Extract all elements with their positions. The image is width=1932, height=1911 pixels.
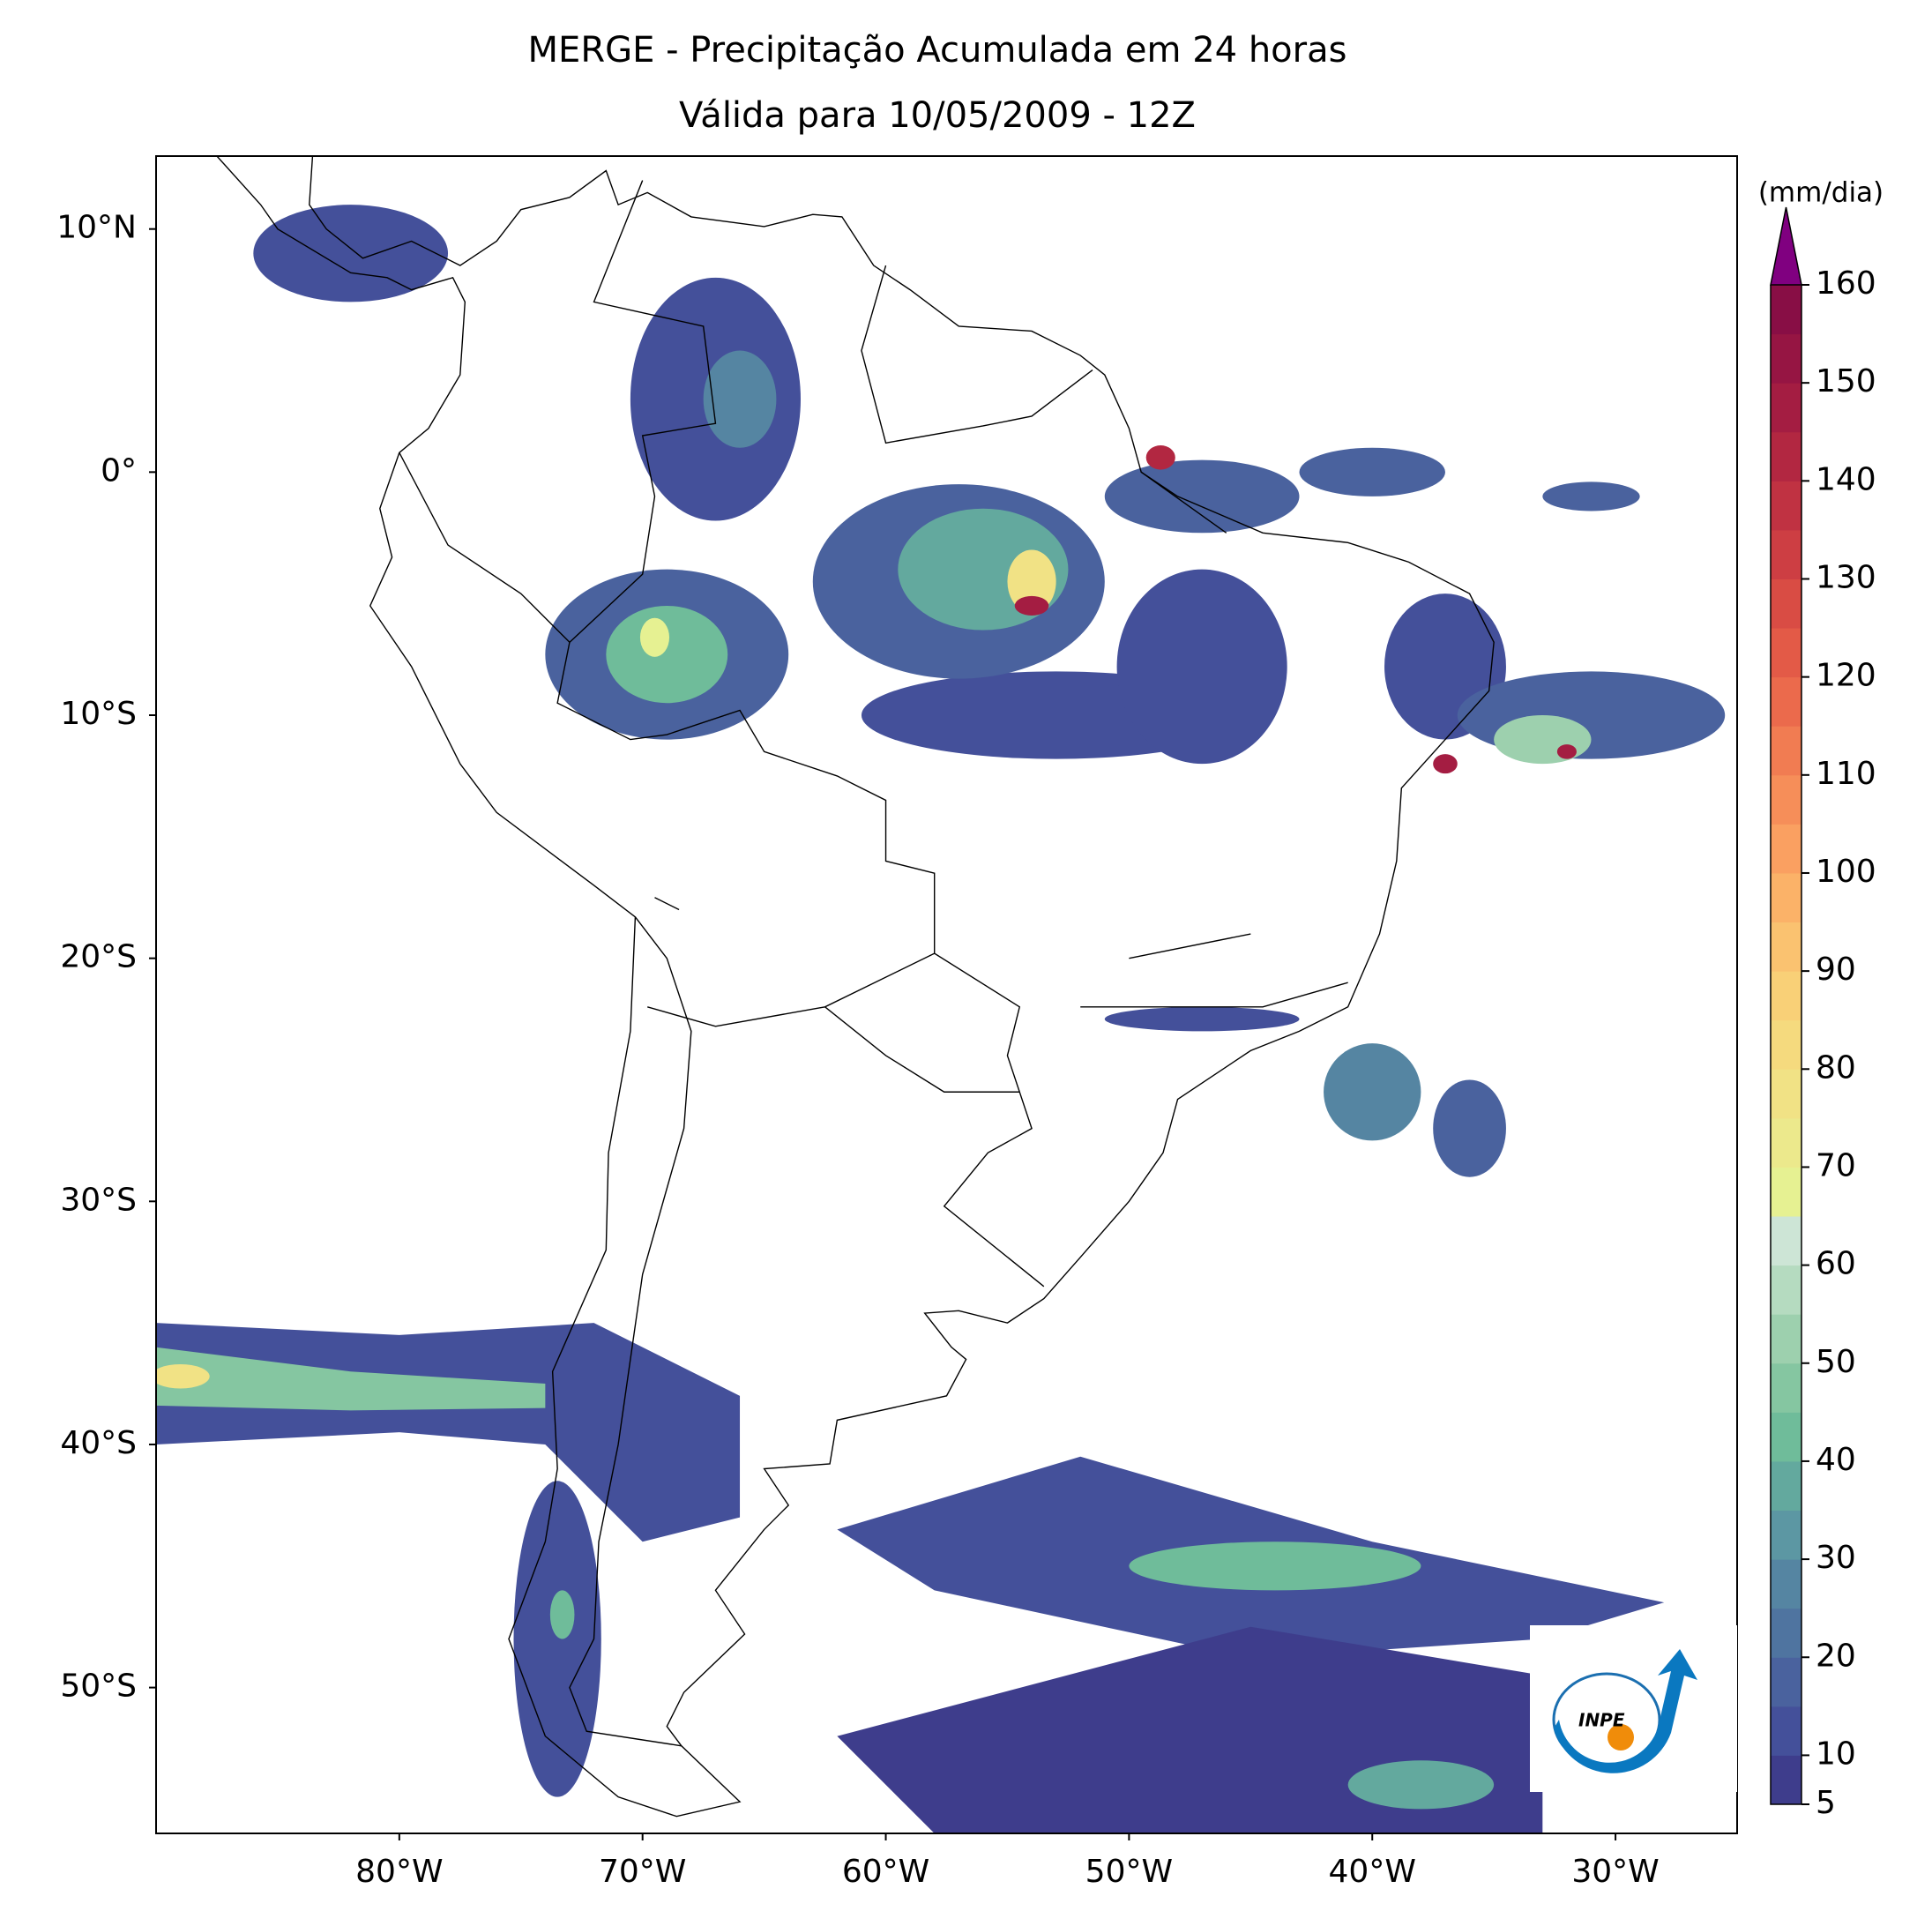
x-tick-label: 50°W bbox=[1085, 1854, 1173, 1890]
colorbar-band bbox=[1771, 1069, 1801, 1119]
x-tick-label: 70°W bbox=[599, 1854, 686, 1890]
precip-area bbox=[1104, 459, 1300, 534]
x-tick-label: 40°W bbox=[1329, 1854, 1416, 1890]
colorbar-band bbox=[1771, 383, 1801, 433]
colorbar-band bbox=[1771, 579, 1801, 629]
precip-area bbox=[1129, 1541, 1421, 1591]
colorbar-tick-label: 70 bbox=[1816, 1147, 1856, 1183]
colorbar-band bbox=[1771, 1362, 1801, 1413]
colorbar-label: (mm/dia) bbox=[1758, 177, 1884, 209]
y-tick-label: 50°S bbox=[60, 1668, 137, 1705]
precip-area bbox=[1299, 447, 1445, 496]
precip-area bbox=[513, 1481, 601, 1797]
colorbar-tick-label: 40 bbox=[1816, 1442, 1856, 1478]
colorbar-band bbox=[1771, 774, 1801, 825]
logo-dot bbox=[1608, 1724, 1634, 1751]
precip-area bbox=[1556, 744, 1577, 759]
map-area bbox=[156, 83, 1726, 1833]
y-tick-label: 10°S bbox=[60, 696, 137, 732]
colorbar-tick-label: 50 bbox=[1816, 1344, 1856, 1380]
colorbar-tick-label: 60 bbox=[1816, 1246, 1856, 1282]
x-tick-label: 30°W bbox=[1571, 1854, 1659, 1890]
precip-area bbox=[1433, 1079, 1506, 1177]
precip-area bbox=[1433, 754, 1458, 774]
x-tick-label: 60°W bbox=[842, 1854, 929, 1890]
map-frame bbox=[155, 155, 1738, 1834]
colorbar-band bbox=[1771, 1216, 1801, 1266]
colorbar-tick-label: 5 bbox=[1816, 1785, 1836, 1821]
colorbar-tick-label: 160 bbox=[1816, 265, 1876, 302]
coastline bbox=[156, 83, 1494, 1816]
precip-area bbox=[1104, 1006, 1300, 1032]
precip-area bbox=[156, 1363, 210, 1389]
colorbar-band bbox=[1771, 726, 1801, 776]
precip-area bbox=[253, 205, 449, 302]
colorbar-band bbox=[1771, 676, 1801, 727]
precip-area bbox=[1324, 1043, 1421, 1141]
colorbar-band bbox=[1771, 1657, 1801, 1707]
colorbar-band bbox=[1771, 333, 1801, 384]
title-line-2: Válida para 10/05/2009 - 12Z bbox=[679, 95, 1196, 136]
colorbar-tick-label: 30 bbox=[1816, 1540, 1856, 1576]
logo-text: INPE bbox=[1578, 1710, 1625, 1731]
colorbar-band bbox=[1771, 872, 1801, 923]
colorbar-band bbox=[1771, 1167, 1801, 1217]
logo-arrow bbox=[1554, 1649, 1697, 1773]
precip-area bbox=[549, 1590, 575, 1639]
colorbar-band bbox=[1771, 529, 1801, 579]
precip-area bbox=[1014, 595, 1049, 616]
colorbar-tick-label: 10 bbox=[1816, 1736, 1856, 1772]
precip-area bbox=[1542, 481, 1640, 511]
colorbar-band bbox=[1771, 1019, 1801, 1070]
colorbar-tick-label: 110 bbox=[1816, 756, 1876, 792]
precip-area bbox=[1494, 715, 1592, 765]
colorbar-tick-label: 20 bbox=[1816, 1638, 1856, 1674]
colorbar-band bbox=[1771, 285, 1801, 335]
colorbar-band bbox=[1771, 1265, 1801, 1315]
precip-area bbox=[1347, 1760, 1495, 1810]
colorbar-band bbox=[1771, 628, 1801, 678]
colorbar-tick-label: 130 bbox=[1816, 559, 1876, 595]
colorbar-band bbox=[1771, 971, 1801, 1021]
y-tick-label: 20°S bbox=[60, 939, 137, 975]
colorbar-tick-label: 150 bbox=[1816, 363, 1876, 399]
y-tick-label: 10°N bbox=[56, 210, 137, 246]
precip-area bbox=[606, 605, 728, 704]
colorbar-band bbox=[1771, 431, 1801, 481]
colorbar-band bbox=[1771, 1755, 1801, 1805]
title-line-1: MERGE - Precipitação Acumulada em 24 hor… bbox=[528, 30, 1347, 71]
y-tick-label: 30°S bbox=[60, 1182, 137, 1218]
colorbar-band bbox=[1771, 1510, 1801, 1560]
colorbar-band bbox=[1771, 481, 1801, 531]
colorbar-tick-label: 80 bbox=[1816, 1049, 1856, 1086]
colorbar-band bbox=[1771, 1460, 1801, 1512]
colorbar-tick-label: 120 bbox=[1816, 658, 1876, 694]
colorbar-band bbox=[1771, 1314, 1801, 1364]
colorbar-band bbox=[1771, 1559, 1801, 1609]
precip-area bbox=[1116, 569, 1287, 765]
precip-area bbox=[1145, 445, 1175, 470]
colorbar-outline bbox=[1770, 285, 1802, 1805]
colorbar-extend bbox=[1770, 206, 1802, 286]
inpe-logo: INPE bbox=[1530, 1625, 1737, 1792]
map-layer bbox=[156, 83, 1726, 1833]
y-tick-label: 0° bbox=[101, 452, 137, 489]
colorbar-tick-label: 90 bbox=[1816, 952, 1856, 988]
colorbar-band bbox=[1771, 824, 1801, 874]
precip-area bbox=[1007, 549, 1056, 614]
colorbar-tick-label: 100 bbox=[1816, 854, 1876, 890]
colorbar-band bbox=[1771, 1412, 1801, 1462]
border bbox=[399, 181, 1348, 1746]
colorbar-band bbox=[1771, 922, 1801, 972]
colorbar-band bbox=[1771, 1117, 1801, 1168]
x-tick-label: 80°W bbox=[355, 1854, 443, 1890]
colorbar-band bbox=[1771, 1706, 1801, 1756]
precip-area bbox=[156, 1347, 546, 1411]
colorbar-band bbox=[1771, 1608, 1801, 1658]
colorbar-tick-label: 140 bbox=[1816, 461, 1876, 497]
y-tick-label: 40°S bbox=[60, 1425, 137, 1461]
precip-area bbox=[703, 350, 777, 448]
precip-area bbox=[639, 617, 670, 657]
